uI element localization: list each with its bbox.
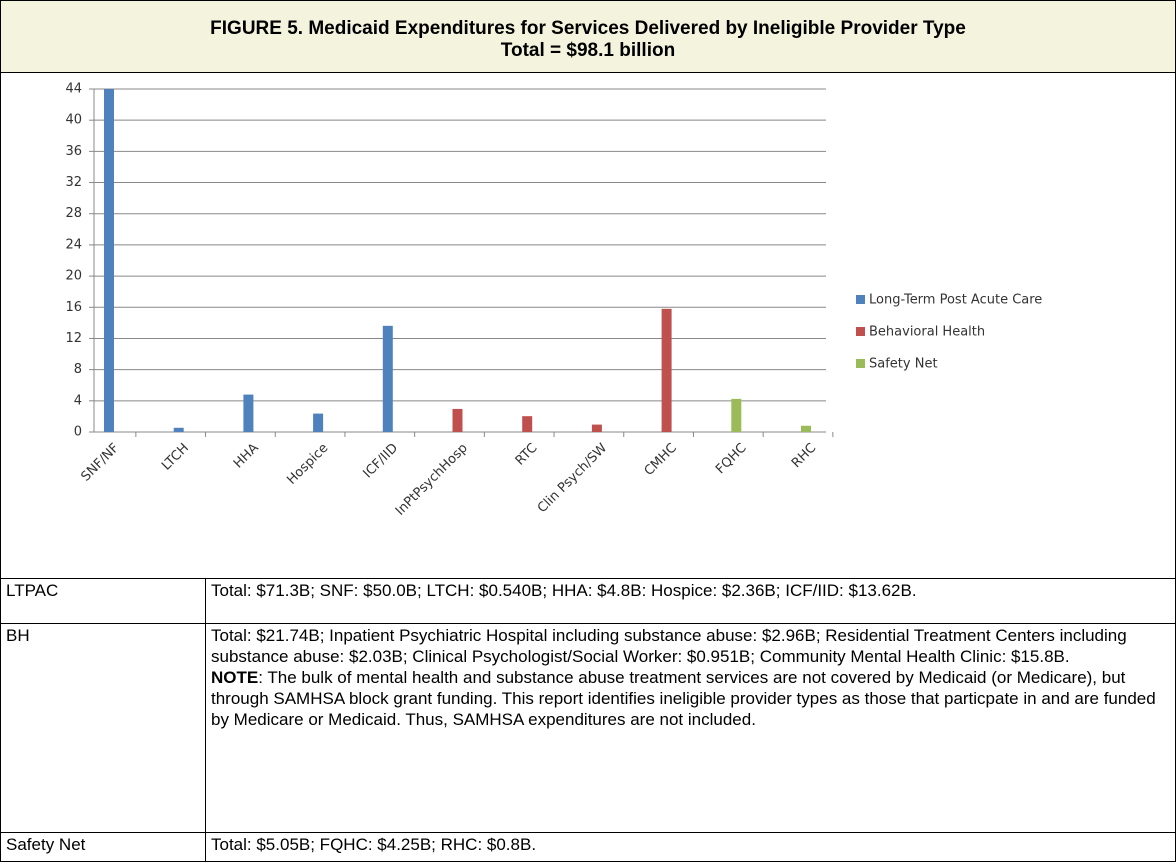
bar (731, 398, 742, 432)
bar (243, 394, 254, 432)
bar (452, 408, 463, 432)
row-label: LTPAC (0, 578, 206, 624)
row-label: Safety Net (0, 832, 206, 862)
row-text-cell: Total: $21.74B; Inpatient Psychiatric Ho… (205, 623, 1176, 833)
bar (801, 425, 811, 432)
chart: 0 4 8 12 16 20 24 28 32 36 40 44 SNF/NF LTCH HHA Hospic… (65, 82, 1042, 519)
row-text: Total: $71.3B; SNF: $50.0B; LTCH: $0.540… (205, 578, 1176, 624)
x-tick-label: RHC (789, 441, 819, 471)
y-tick-label: 4 (74, 393, 82, 408)
y-tick-label: 40 (65, 113, 82, 128)
y-tick-label: 0 (74, 425, 82, 440)
figure-title: FIGURE 5. Medicaid Expenditures for Serv… (210, 18, 966, 39)
y-tick-label: 20 (65, 269, 82, 284)
x-tick-label: HHA (231, 441, 262, 472)
legend-label: Behavioral Health (869, 325, 985, 340)
x-tick-label: LTCH (159, 441, 192, 474)
y-tick-label: 28 (65, 206, 82, 221)
row-text: Total: $21.74B; Inpatient Psychiatric Ho… (211, 626, 1127, 666)
y-tick-label: 24 (65, 237, 82, 252)
header: FIGURE 5. Medicaid Expenditures for Serv… (0, 0, 1176, 73)
legend-swatch (856, 295, 865, 304)
note: NOTE: The bulk of mental health and subs… (211, 667, 1170, 730)
x-tick-label: SNF/NF (78, 441, 122, 485)
y-tick-label: 12 (65, 331, 82, 346)
x-tick-label: Clin Psych/SW (535, 441, 610, 516)
bar (173, 427, 184, 432)
note-text: : The bulk of mental health and substanc… (211, 668, 1156, 729)
y-tick-label: 8 (74, 362, 82, 377)
legend-label: Long-Term Post Acute Care (869, 293, 1042, 308)
bar (313, 413, 324, 432)
x-tick-label: ICF/IID (360, 441, 401, 482)
y-tick-label: 44 (65, 82, 82, 97)
bar (522, 416, 533, 432)
note-label: NOTE (211, 668, 259, 687)
row-text: Total: $5.05B; FQHC: $4.25B; RHC: $0.8B. (205, 832, 1176, 862)
x-tick-label: FQHC (713, 441, 749, 477)
legend-swatch (856, 359, 865, 368)
y-tick-label: 16 (65, 300, 82, 315)
x-tick-label: CMHC (642, 441, 680, 479)
bar (382, 325, 393, 432)
chart-box: 0 4 8 12 16 20 24 28 32 36 40 44 SNF/NF LTCH HHA Hospic… (0, 72, 1176, 579)
legend-label: Safety Net (869, 357, 938, 372)
row-label: BH (0, 623, 206, 833)
x-tick-label: RTC (513, 441, 541, 469)
bar (591, 424, 602, 432)
legend-swatch (856, 327, 865, 336)
bar (661, 308, 672, 432)
bar (104, 89, 114, 432)
y-tick-label: 36 (65, 144, 82, 159)
y-tick-label: 32 (65, 175, 82, 190)
x-tick-label: Hospice (284, 441, 331, 488)
x-tick-label: InPtPsychHosp (393, 441, 471, 519)
figure-subtitle: Total = $98.1 billion (500, 40, 676, 61)
